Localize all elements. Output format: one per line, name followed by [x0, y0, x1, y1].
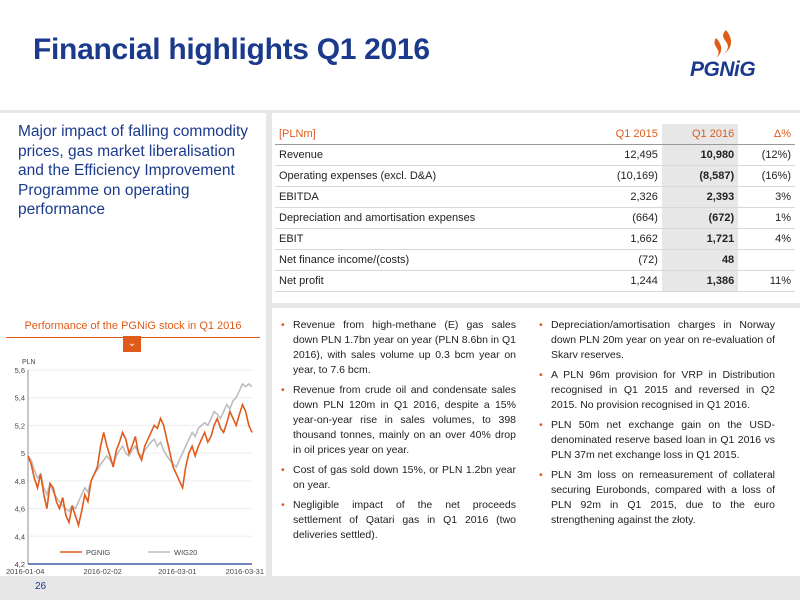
- cell-delta: 11%: [738, 270, 795, 292]
- financial-table: [PLNm] Q1 2015 Q1 2016 Δ% Revenue 12,495…: [275, 124, 795, 292]
- bullet-item: PLN 3m loss on remeasurement of collater…: [539, 468, 775, 528]
- cell-q1-2016: 1,721: [661, 228, 739, 250]
- lead-text: Major impact of falling commodity prices…: [18, 123, 248, 218]
- y-tick-label: 5,4: [15, 394, 25, 403]
- legend-label-pgnig: PGNIG: [86, 548, 110, 557]
- cell-q1-2015: (72): [585, 249, 662, 271]
- x-tick-label: 2016-03-01: [158, 567, 196, 576]
- cell-q1-2016: 1,386: [661, 270, 739, 292]
- table-row: Depreciation and amortisation expenses (…: [275, 207, 795, 229]
- cell-q1-2016: 48: [661, 249, 739, 271]
- bullet-item: Negligible impact of the net proceeds se…: [281, 498, 516, 543]
- lead-panel: [0, 113, 266, 318]
- table-row: Operating expenses (excl. D&A) (10,169) …: [275, 165, 795, 187]
- header-cell: Q1 2016: [661, 124, 739, 145]
- cell-q1-2015: 2,326: [585, 186, 662, 208]
- bullet-item: PLN 50m net exchange gain on the USD-den…: [539, 418, 775, 463]
- row-label: EBITDA: [275, 186, 586, 208]
- legend-label-wig20: WIG20: [174, 548, 197, 557]
- cell-delta: [738, 249, 795, 271]
- cell-q1-2016: (8,587): [661, 165, 739, 187]
- row-label: Net profit: [275, 270, 586, 292]
- page-title: Financial highlights Q1 2016: [33, 33, 430, 66]
- header-cell: [PLNm]: [275, 124, 586, 145]
- y-tick-label: 5: [21, 449, 25, 458]
- cell-q1-2015: (10,169): [585, 165, 662, 187]
- bullet-item: Revenue from crude oil and condensate sa…: [281, 383, 516, 458]
- bullet-item: A PLN 96m provision for VRP in Distribut…: [539, 368, 775, 413]
- cell-delta: 3%: [738, 186, 795, 208]
- bullet-item: Revenue from high-methane (E) gas sales …: [281, 318, 516, 378]
- cell-q1-2015: 12,495: [585, 144, 662, 166]
- chart-panel: [0, 318, 266, 576]
- y-tick-label: 5,2: [15, 421, 25, 430]
- slide-header: Financial highlights Q1 2016: [0, 0, 800, 110]
- table-row: Net finance income/(costs) (72) 48: [275, 249, 795, 271]
- row-label: Operating expenses (excl. D&A): [275, 165, 586, 187]
- cell-q1-2016: 10,980: [661, 144, 739, 166]
- cell-q1-2015: 1,662: [585, 228, 662, 250]
- logo-text: PGNiG: [690, 58, 756, 81]
- y-tick-label: 4,2: [15, 560, 25, 569]
- row-label: Net finance income/(costs): [275, 249, 586, 271]
- y-tick-label: 4,6: [15, 505, 25, 514]
- table-row: EBIT 1,662 1,721 4%: [275, 228, 795, 250]
- table-row: Revenue 12,495 10,980 (12%): [275, 144, 795, 166]
- series-line-pgnig: [27, 402, 253, 529]
- cell-q1-2015: (664): [585, 207, 662, 229]
- bullets-left: Revenue from high-methane (E) gas sales …: [281, 318, 516, 548]
- bullet-item: Cost of gas sold down 15%, or PLN 1.2bn …: [281, 463, 516, 493]
- cell-q1-2016: (672): [661, 207, 739, 229]
- stock-chart: PLN 4,2 4,4 4,6 4,8 5 5,2 5,4 5,6 2016-01-04 2016-…: [6, 359, 264, 576]
- y-tick-label: 5,6: [15, 366, 25, 375]
- flame-logo-icon: [714, 30, 732, 58]
- header-cell: Q1 2015: [585, 124, 662, 145]
- y-tick-label: 4,4: [15, 532, 25, 541]
- table-header-row: [PLNm] Q1 2015 Q1 2016 Δ%: [275, 124, 795, 145]
- row-label: Revenue: [275, 144, 586, 166]
- y-tick-label: 4,8: [15, 477, 25, 486]
- header-cell: Δ%: [738, 124, 795, 145]
- cell-delta: (16%): [738, 165, 795, 187]
- y-axis-label: PLN: [22, 359, 36, 366]
- x-tick-label: 2016-01-04: [6, 567, 44, 576]
- series-line-wig20: [27, 382, 253, 513]
- cell-delta: 1%: [738, 207, 795, 229]
- table-row: EBITDA 2,326 2,393 3%: [275, 186, 795, 208]
- table-row: Net profit 1,244 1,386 11%: [275, 270, 795, 292]
- cell-q1-2015: 1,244: [585, 270, 662, 292]
- cell-delta: 4%: [738, 228, 795, 250]
- cell-delta: (12%): [738, 144, 795, 166]
- bullet-item: Depreciation/amortisation charges in Nor…: [539, 318, 775, 363]
- cell-q1-2016: 2,393: [661, 186, 739, 208]
- x-tick-label: 2016-02-02: [83, 567, 121, 576]
- row-label: EBIT: [275, 228, 586, 250]
- bullets-right: Depreciation/amortisation charges in Nor…: [539, 318, 775, 533]
- x-tick-label: 2016-03-31: [226, 567, 264, 576]
- chevron-down-icon: ⌄: [123, 336, 141, 352]
- page-number: 26: [35, 581, 47, 592]
- chart-title: Performance of the PGNiG stock in Q1 201…: [24, 320, 242, 332]
- row-label: Depreciation and amortisation expenses: [275, 207, 586, 229]
